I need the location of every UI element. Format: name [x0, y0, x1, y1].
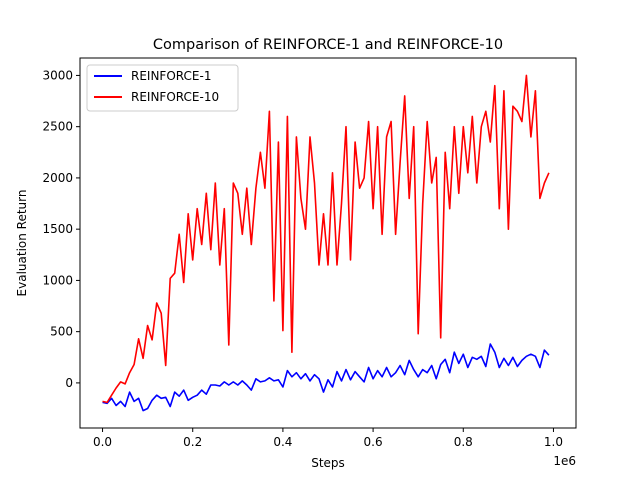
legend-box	[86, 64, 239, 112]
x-tick-label: 0.4	[273, 435, 292, 449]
legend-label-reinforce-1: REINFORCE-1	[131, 69, 211, 83]
y-tick-label: 1000	[42, 273, 73, 287]
x-tick-label: 1.0	[544, 435, 563, 449]
y-tick-label: 0	[65, 376, 73, 390]
series-layer	[102, 74, 550, 412]
tick-layer: 0.0 0.2 0.4 0.6 0.8 1.0 0 500 1000 1500 2000 2500 30…	[42, 68, 563, 449]
y-tick-label: 2500	[42, 120, 73, 134]
y-tick-label: 2000	[42, 171, 73, 185]
series-line-reinforce-1	[102, 343, 550, 412]
y-tick-label: 3000	[42, 68, 73, 82]
y-tick-label: 1500	[42, 222, 73, 236]
x-tick-label: 0.2	[183, 435, 202, 449]
series-line-reinforce-10	[102, 74, 550, 404]
x-axis-offset-text: 1e6	[553, 454, 576, 468]
x-tick-label: 0.8	[454, 435, 473, 449]
legend: REINFORCE-1 REINFORCE-10	[86, 64, 239, 112]
legend-label-reinforce-10: REINFORCE-10	[131, 90, 219, 104]
x-tick-label: 0.0	[93, 435, 112, 449]
x-axis-label: Steps	[311, 456, 345, 470]
chart-title: Comparison of REINFORCE-1 and REINFORCE-…	[153, 37, 503, 53]
x-tick-label: 0.6	[364, 435, 383, 449]
plot-frame	[79, 57, 577, 429]
y-axis-label: Evaluation Return	[15, 190, 29, 297]
y-tick-label: 500	[50, 325, 73, 339]
